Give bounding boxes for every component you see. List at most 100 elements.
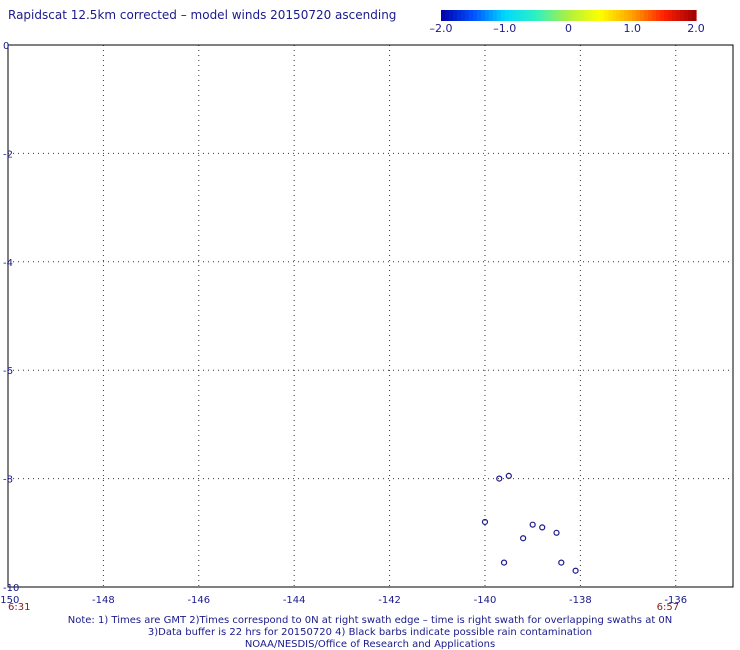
x-tick-label: -138 <box>569 595 592 606</box>
colorbar-segment <box>612 10 617 21</box>
colorbar-segment <box>560 10 566 21</box>
axis-ticks: -150 -148 -146 -144 -142 -140 -138 -136 0 -2 -4 -6 -… <box>0 41 687 613</box>
colorbar-segment <box>656 10 661 21</box>
island-outline <box>500 559 508 566</box>
y-tick-label: -10 <box>3 583 19 594</box>
colorbar-segment <box>492 10 498 21</box>
colorbar-segment <box>568 10 574 21</box>
colorbar-segment <box>660 10 665 21</box>
colorbar-segment <box>564 10 570 21</box>
island-outline <box>558 559 565 566</box>
colorbar-segment <box>588 10 594 21</box>
colorbar-segment <box>636 10 641 21</box>
colorbar-segment <box>444 10 450 21</box>
x-tick-label: -146 <box>187 595 210 606</box>
colorbar-segment <box>652 10 657 21</box>
colorbar-segment <box>468 10 474 21</box>
colorbar-segment <box>504 10 510 21</box>
island-outline <box>572 567 579 574</box>
colorbar-segment <box>484 10 490 21</box>
colorbar-segment <box>572 10 578 21</box>
y-tick-label: -8 <box>3 475 13 486</box>
colorbar-tick-label: –2.0 <box>430 22 453 35</box>
map-frame <box>7 44 734 588</box>
colorbar-tick-label: 1.0 <box>624 22 642 35</box>
colorbar-segment <box>512 10 518 21</box>
colorbar-segment <box>608 10 613 21</box>
x-tick-label: -136 <box>664 595 687 606</box>
note-line-1: Note: 1) Times are GMT 2)Times correspon… <box>67 615 673 626</box>
note-line-3: NOAA/NESDIS/Office of Research and Appli… <box>244 639 496 650</box>
colorbar-segment <box>616 10 621 21</box>
colorbar-tick-label: –1.0 <box>493 22 516 35</box>
colorbar-segment <box>540 10 546 21</box>
y-tick-label: -4 <box>3 258 13 269</box>
colorbar-segment <box>472 10 478 21</box>
colorbar-tick-label: 0 <box>565 22 572 35</box>
colorbar-segment <box>604 10 609 21</box>
colorbar-segment <box>676 10 681 21</box>
island-outlines <box>481 472 579 574</box>
island-outline <box>529 521 536 528</box>
colorbar-segment <box>664 10 669 21</box>
island-outline <box>496 475 503 482</box>
colorbar-segment <box>552 10 558 21</box>
colorbar-segment <box>464 10 470 21</box>
colorbar-segment <box>536 10 542 21</box>
swath-time-label: 6:57 <box>657 602 679 613</box>
colorbar-segment <box>648 10 653 21</box>
colorbar-segment <box>496 10 502 21</box>
colorbar-segment <box>544 10 550 21</box>
x-tick-label: -144 <box>283 595 306 606</box>
colorbar-tick-label: 2.0 <box>687 22 705 35</box>
x-tick-label: -142 <box>378 595 401 606</box>
colorbar-segment <box>596 10 601 21</box>
colorbar-segment <box>684 10 689 21</box>
colorbar-segment <box>456 10 462 21</box>
colorbar-segment <box>528 10 534 21</box>
colorbar-segment <box>680 10 685 21</box>
colorbar-segment <box>620 10 625 21</box>
colorbar-segment <box>592 10 597 21</box>
colorbar-segment <box>576 10 582 21</box>
colorbar-segment <box>624 10 629 21</box>
map-title: Rapidscat 12.5km corrected – model winds… <box>8 8 397 22</box>
colorbar-segment <box>640 10 645 21</box>
colorbar-segment <box>692 10 697 21</box>
x-tick-label: -148 <box>92 595 115 606</box>
colorbar-segment <box>600 10 605 21</box>
island-outline <box>539 524 546 531</box>
colorbar: –2.0 –1.0 0 1.0 2.0 <box>430 10 705 35</box>
y-tick-label: 0 <box>3 41 9 52</box>
colorbar-segment <box>488 10 494 21</box>
colorbar-segment <box>524 10 530 21</box>
x-tick-label: -150 <box>0 595 19 606</box>
island-outline <box>481 518 489 526</box>
colorbar-segment <box>628 10 633 21</box>
colorbar-segment <box>441 10 446 21</box>
colorbar-segment <box>508 10 514 21</box>
colorbar-segment <box>548 10 554 21</box>
colorbar-segment <box>480 10 486 21</box>
colorbar-segment <box>532 10 538 21</box>
colorbar-segment <box>476 10 482 21</box>
island-outline <box>553 529 560 536</box>
x-tick-label: -140 <box>474 595 497 606</box>
colorbar-segment <box>460 10 466 21</box>
island-outline <box>505 472 512 479</box>
island-outline <box>520 535 527 542</box>
y-tick-label: -6 <box>3 366 13 377</box>
colorbar-segment <box>452 10 458 21</box>
colorbar-segment <box>520 10 526 21</box>
colorbar-segment <box>500 10 506 21</box>
swath-time-label: 6:31 <box>8 602 30 613</box>
note-line-2: 3)Data buffer is 22 hrs for 20150720 4) … <box>147 627 593 638</box>
colorbar-segment <box>668 10 673 21</box>
colorbar-segment <box>688 10 693 21</box>
colorbar-segment <box>632 10 637 21</box>
colorbar-segment <box>672 10 677 21</box>
colorbar-segment <box>584 10 590 21</box>
y-tick-label: -2 <box>3 149 13 160</box>
colorbar-segment <box>580 10 586 21</box>
